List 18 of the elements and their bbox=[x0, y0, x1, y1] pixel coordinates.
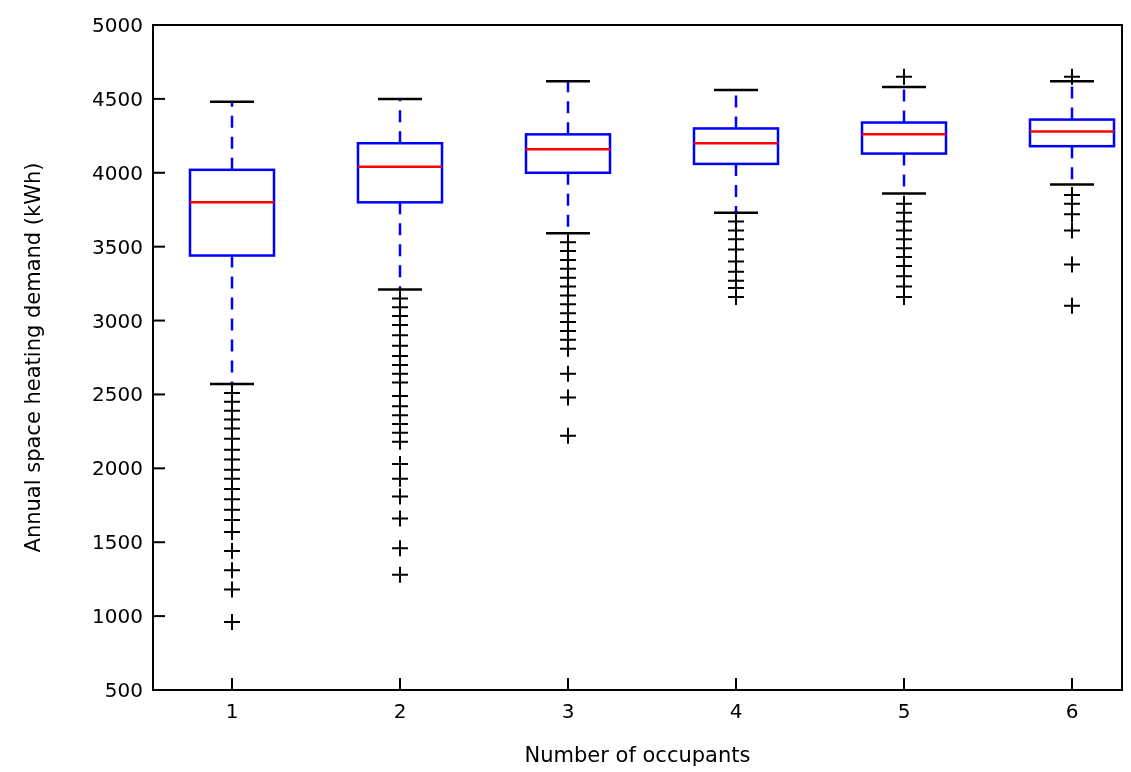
x-tick-label: 1 bbox=[225, 699, 239, 723]
y-tick-label: 5000 bbox=[92, 13, 143, 37]
x-tick-label: 2 bbox=[393, 699, 407, 723]
y-tick-label: 4000 bbox=[92, 160, 143, 185]
y-tick-label: 4500 bbox=[92, 86, 143, 111]
x-tick-label: 5 bbox=[897, 699, 911, 723]
y-tick-label: 3500 bbox=[92, 234, 143, 259]
y-tick-label: 2000 bbox=[92, 456, 143, 481]
x-axis-title: Number of occupants bbox=[524, 743, 751, 767]
y-axis-title: Annual space heating demand (kWh) bbox=[21, 162, 45, 553]
y-tick-label: 500 bbox=[104, 678, 143, 702]
y-tick-label: 1500 bbox=[92, 530, 143, 555]
y-tick-label: 2500 bbox=[92, 382, 143, 407]
x-tick-label: 4 bbox=[729, 699, 743, 723]
x-tick-label: 6 bbox=[1065, 699, 1079, 723]
y-tick-label: 3000 bbox=[92, 308, 143, 333]
x-tick-label: 3 bbox=[561, 699, 575, 723]
y-tick-label: 1000 bbox=[92, 604, 143, 629]
